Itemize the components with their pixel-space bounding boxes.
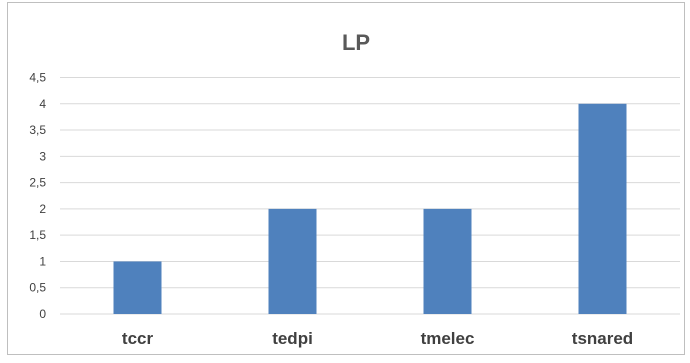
bars [113,103,627,315]
y-axis-ticks: 0 0,5 1 1,5 2 2,5 3 3,5 4 4,5 [29,71,46,322]
bar-tsnared [578,103,627,315]
bar-tmelec [423,208,472,314]
x-axis-ticks: tccr tedpi tmelec tsnared [122,329,633,348]
y-tick-label: 1 [39,254,46,268]
y-tick-label: 2 [39,202,46,216]
x-tick-label: tsnared [572,329,633,348]
y-tick-label: 4 [39,97,46,111]
bar-tedpi [268,208,317,314]
y-tick-label: 3 [39,149,46,163]
y-tick-label: 2,5 [29,176,46,190]
x-tick-label: tmelec [421,329,475,348]
x-tick-label: tccr [122,329,154,348]
y-tick-label: 0 [39,307,46,321]
y-tick-label: 0,5 [29,281,46,295]
y-tick-label: 1,5 [29,228,46,242]
gridlines [60,77,680,315]
chart-title: LP [342,30,370,55]
x-tick-label: tedpi [272,329,313,348]
y-tick-label: 3,5 [29,123,46,137]
y-tick-label: 4,5 [29,71,46,85]
bar-tccr [113,261,162,314]
